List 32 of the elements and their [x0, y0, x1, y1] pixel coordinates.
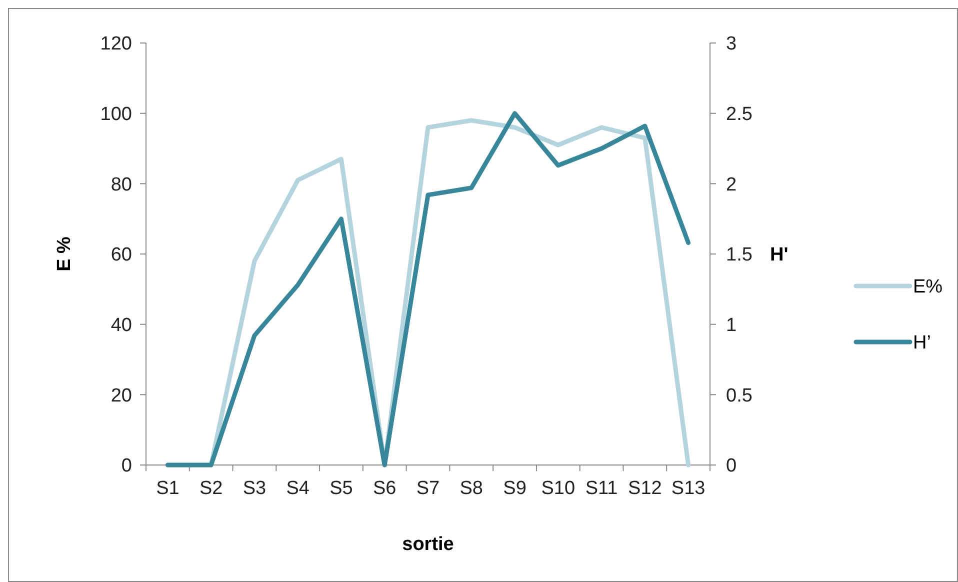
x-tick-label: S11 — [585, 478, 618, 499]
x-tick-label: S4 — [286, 478, 310, 499]
legend-label: E% — [913, 276, 943, 298]
y2-tick-label: 2.5 — [726, 104, 752, 125]
y-tick-label: 40 — [110, 314, 132, 336]
y-tick-label: 0 — [121, 456, 132, 477]
x-axis-title: sortie — [402, 534, 454, 555]
x-tick-label: S1 — [156, 478, 180, 499]
x-tick-label: S3 — [242, 478, 266, 499]
x-tick-label: S6 — [372, 478, 396, 499]
y-axis-title: E % — [54, 236, 75, 272]
y2-tick-label: 1.5 — [726, 244, 752, 266]
x-tick-label: S12 — [628, 478, 662, 499]
y-tick-label: 60 — [110, 244, 132, 266]
y2-tick-label: 3 — [726, 34, 737, 55]
x-tick-label: S2 — [199, 478, 223, 499]
y2-tick-label: 0.5 — [726, 385, 752, 406]
y-tick-label: 120 — [100, 34, 132, 55]
x-tick-label: S7 — [416, 478, 440, 499]
legend-label: H’ — [913, 332, 931, 354]
y2-tick-label: 2 — [726, 174, 737, 196]
x-tick-label: S13 — [671, 478, 706, 499]
x-tick-label: S9 — [503, 478, 526, 499]
x-tick-label: S5 — [330, 478, 353, 499]
y-tick-label: 20 — [110, 385, 132, 406]
y2-tick-label: 1 — [726, 314, 737, 336]
y2-tick-label: 0 — [726, 456, 737, 477]
y-tick-label: 100 — [100, 104, 132, 125]
x-tick-label: S8 — [460, 478, 484, 499]
y2-axis-title: H' — [770, 244, 788, 266]
x-tick-label: S10 — [541, 478, 576, 499]
y-tick-label: 80 — [110, 174, 132, 196]
